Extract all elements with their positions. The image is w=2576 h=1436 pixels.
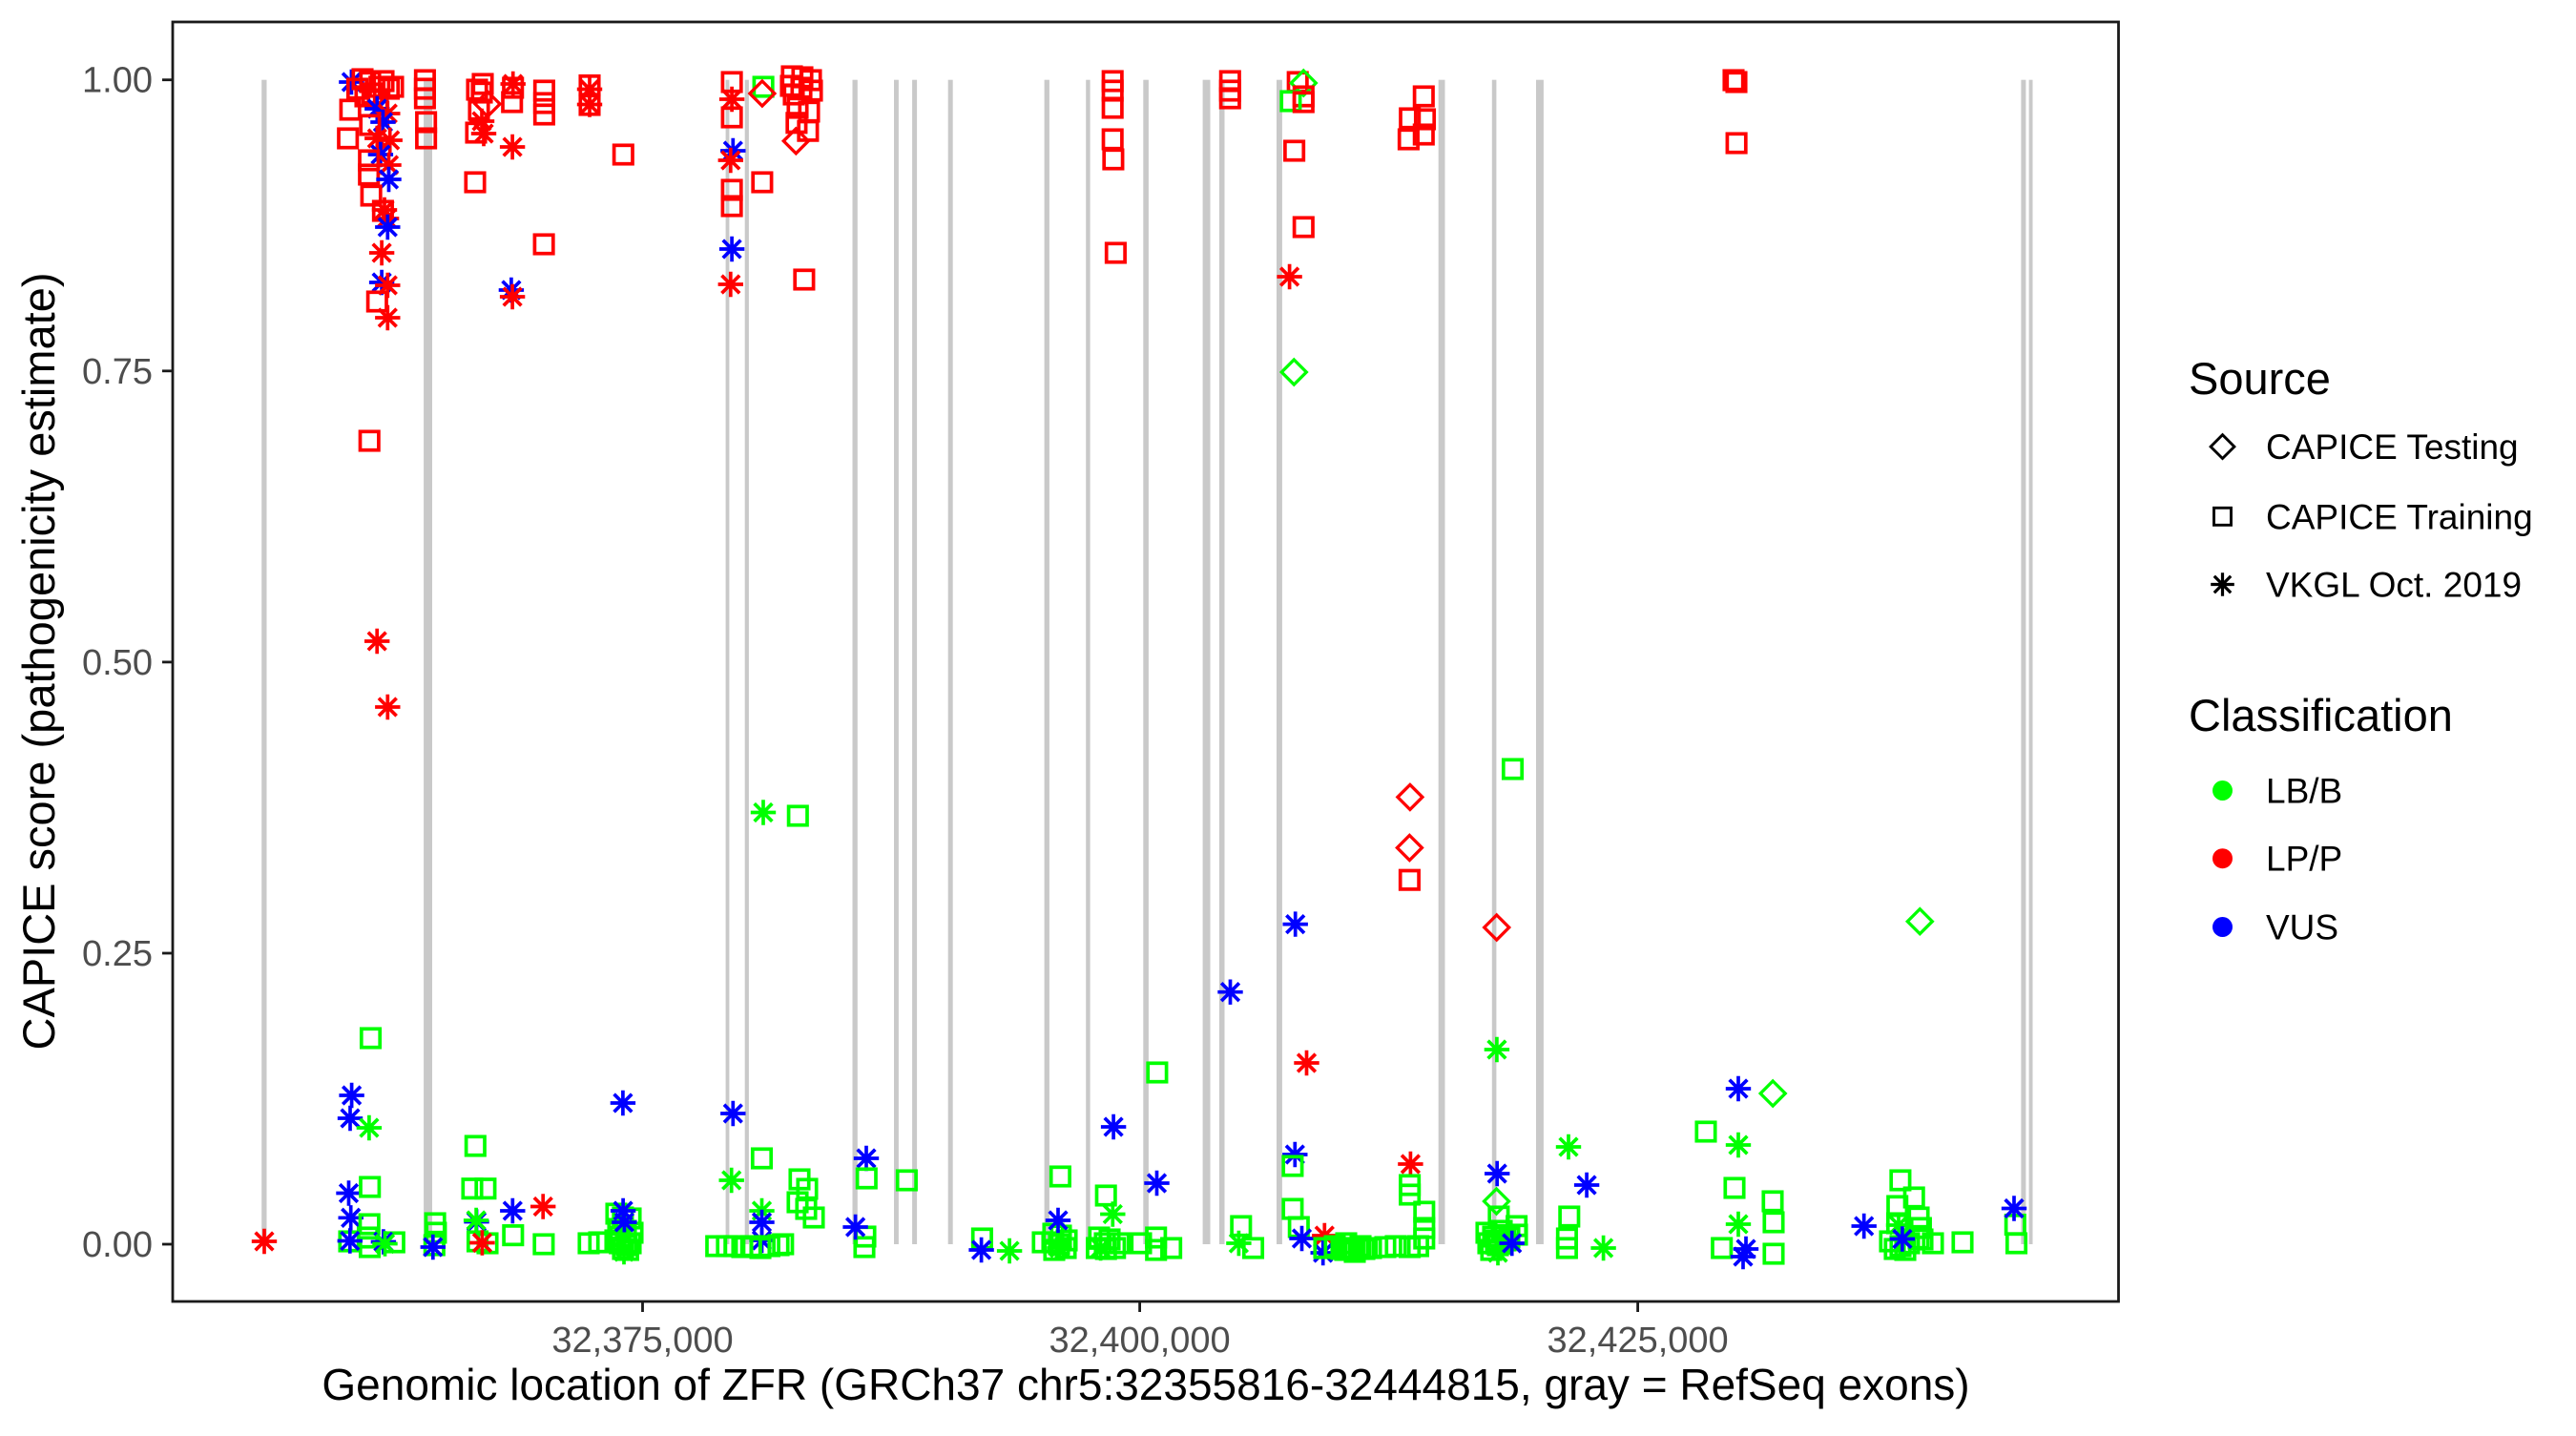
svg-text:CAPICE score (pathogenicity es: CAPICE score (pathogenicity estimate) [13, 273, 64, 1051]
svg-text:VUS: VUS [2266, 908, 2338, 947]
svg-text:0.75: 0.75 [82, 352, 153, 392]
svg-text:VKGL Oct. 2019: VKGL Oct. 2019 [2266, 566, 2522, 605]
svg-text:LB/B: LB/B [2266, 772, 2342, 811]
svg-text:Classification: Classification [2189, 690, 2453, 740]
svg-text:0.00: 0.00 [82, 1225, 153, 1265]
svg-text:0.50: 0.50 [82, 643, 153, 683]
svg-text:0.25: 0.25 [82, 934, 153, 974]
svg-text:1.00: 1.00 [82, 61, 153, 101]
svg-text:CAPICE Testing: CAPICE Testing [2266, 427, 2519, 467]
svg-text:Genomic location of ZFR (GRCh3: Genomic location of ZFR (GRCh37 chr5:323… [322, 1360, 1969, 1409]
svg-text:Source: Source [2189, 353, 2331, 404]
svg-text:32,400,000: 32,400,000 [1049, 1321, 1231, 1361]
svg-text:32,375,000: 32,375,000 [551, 1321, 733, 1361]
svg-text:LP/P: LP/P [2266, 840, 2342, 879]
svg-text:CAPICE Training: CAPICE Training [2266, 497, 2533, 536]
svg-text:32,425,000: 32,425,000 [1548, 1321, 1729, 1361]
